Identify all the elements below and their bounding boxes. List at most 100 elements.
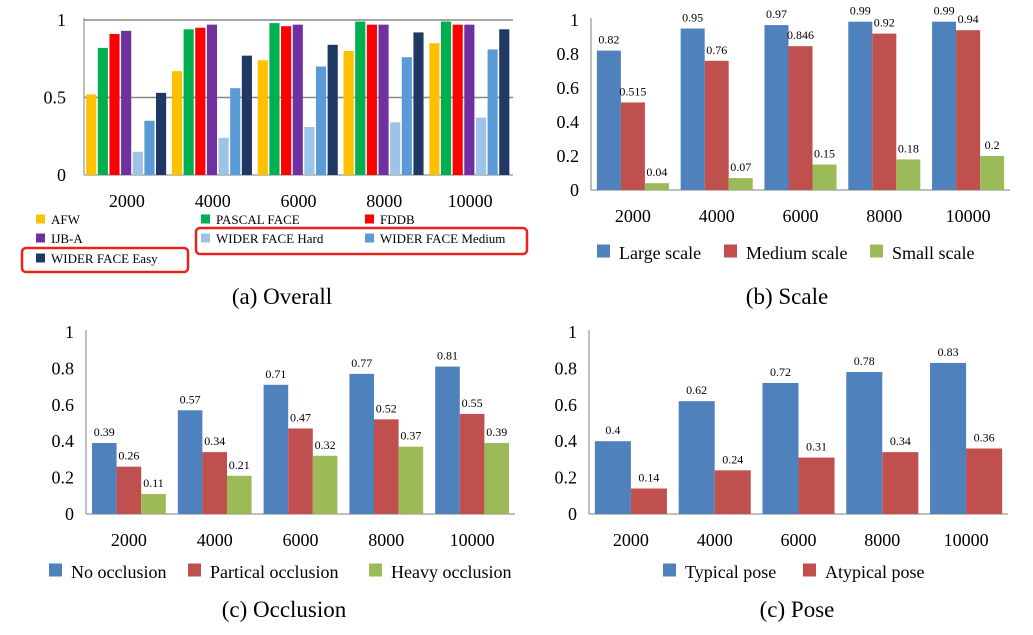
- bar: [327, 44, 338, 175]
- legend-label: Atypical pose: [825, 562, 924, 582]
- data-label: 0.515: [619, 84, 646, 98]
- legend-swatch: [870, 244, 883, 258]
- data-label: 0.34: [890, 434, 911, 448]
- y-tick-label: 1: [57, 10, 66, 30]
- bar: [315, 66, 327, 175]
- legend-swatch: [369, 563, 382, 577]
- data-label: 0.39: [94, 425, 115, 439]
- legend-label: WIDER FACE Easy: [51, 251, 158, 266]
- legend-label: WIDER FACE Hard: [216, 231, 324, 246]
- bar: [86, 94, 97, 175]
- data-label: 0.37: [400, 429, 421, 443]
- bar: [292, 24, 303, 176]
- data-label: 0.57: [180, 392, 201, 406]
- bar: [896, 159, 921, 190]
- bar: [680, 28, 705, 190]
- legend-swatch: [365, 233, 374, 243]
- x-tick-label: 8000: [368, 530, 404, 550]
- bar: [269, 23, 280, 175]
- bar: [390, 122, 401, 175]
- bar: [812, 164, 837, 190]
- y-tick-label: 0: [65, 504, 74, 524]
- legend-swatch: [803, 563, 816, 577]
- data-label: 0.71: [265, 367, 286, 381]
- chart-panel-1: 0 0.2 0.4 0.6 0.8 1 0.82 0.515 0.04 2000 0.95 0.76 0…: [557, 4, 1010, 309]
- data-label: 0.76: [706, 43, 727, 57]
- bar: [195, 27, 206, 175]
- panel-caption: (c) Occlusion: [222, 597, 347, 622]
- bar: [288, 428, 313, 514]
- x-tick-label: 6000: [281, 191, 317, 211]
- bar: [281, 26, 292, 176]
- y-tick-label: 0.8: [557, 44, 580, 64]
- bar: [121, 30, 132, 175]
- bar: [171, 71, 183, 175]
- bar: [206, 24, 218, 176]
- legend-label: Partical occlusion: [210, 562, 338, 582]
- bar: [183, 29, 194, 175]
- bar: [366, 24, 377, 176]
- legend-swatch: [188, 563, 201, 577]
- x-tick-label: 2000: [111, 530, 147, 550]
- data-label: 0.39: [486, 425, 507, 439]
- data-label: 0.97: [766, 7, 787, 21]
- x-tick-label: 4000: [697, 530, 733, 550]
- bar: [714, 470, 751, 514]
- bar: [630, 488, 667, 514]
- y-tick-label: 1: [570, 10, 579, 30]
- bar: [788, 46, 813, 191]
- chart-panel-0: 0 0.5 1 2000 4000 6000 8000 10000 AFW PASCAL FACE…: [36, 10, 513, 309]
- bar: [499, 29, 510, 175]
- legend-label: IJB-A: [51, 231, 83, 246]
- data-label: 0.77: [351, 356, 372, 370]
- y-tick-label: 0.8: [555, 358, 578, 378]
- bar: [343, 51, 354, 175]
- data-label: 0.24: [722, 452, 743, 466]
- x-tick-label: 10000: [944, 530, 989, 550]
- data-label: 0.83: [938, 345, 959, 359]
- bar: [459, 413, 485, 514]
- bar: [401, 57, 412, 176]
- legend-swatch: [36, 233, 45, 243]
- x-tick-label: 6000: [283, 530, 319, 550]
- bar: [355, 21, 366, 175]
- data-label: 0.11: [143, 476, 164, 490]
- data-label: 0.34: [204, 434, 225, 448]
- legend-swatch: [597, 244, 610, 258]
- bar: [435, 366, 460, 514]
- bar: [263, 384, 289, 514]
- highlight-box: [20, 246, 190, 274]
- data-label: 0.21: [229, 458, 250, 472]
- y-tick-label: 0.6: [52, 395, 75, 415]
- bar: [678, 401, 715, 514]
- y-tick-label: 0.8: [52, 358, 75, 378]
- bar: [398, 446, 424, 514]
- legend-label: Typical pose: [685, 562, 776, 582]
- data-label: 0.99: [850, 4, 871, 18]
- bar: [156, 92, 167, 175]
- y-tick-label: 0.4: [557, 112, 580, 132]
- data-label: 0.62: [686, 383, 707, 397]
- legend-swatch: [724, 244, 737, 258]
- y-tick-label: 0.4: [555, 431, 578, 451]
- bar: [440, 21, 452, 175]
- bar: [349, 373, 375, 514]
- data-label: 0.81: [437, 349, 458, 363]
- bar: [620, 102, 645, 190]
- bar: [594, 441, 631, 514]
- legend-swatch: [201, 233, 210, 243]
- data-label: 0.4: [605, 423, 620, 437]
- bar: [764, 25, 789, 190]
- legend-label: No occlusion: [71, 562, 166, 582]
- x-tick-label: 4000: [195, 191, 231, 211]
- bar: [109, 33, 120, 176]
- legend-swatch: [49, 563, 62, 577]
- x-tick-label: 8000: [864, 530, 900, 550]
- x-tick-label: 4000: [197, 530, 233, 550]
- y-tick-label: 0.2: [555, 468, 578, 488]
- y-tick-label: 0: [570, 180, 579, 200]
- data-label: 0.31: [806, 440, 827, 454]
- x-tick-label: 10000: [946, 206, 991, 226]
- x-tick-label: 6000: [781, 530, 817, 550]
- legend-swatch: [663, 563, 676, 577]
